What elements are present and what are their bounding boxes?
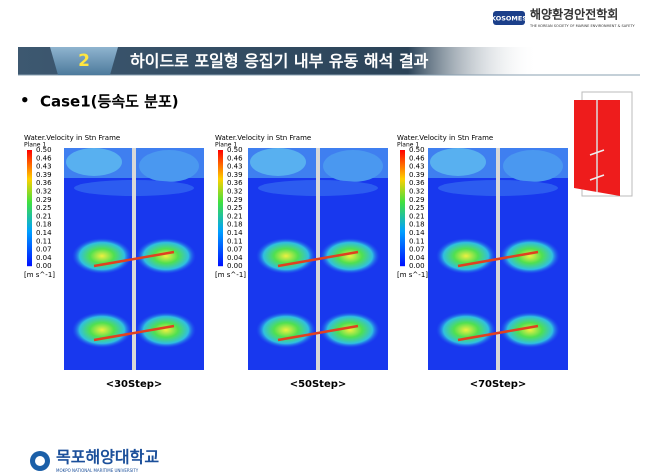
scale-label: 0.11 <box>227 237 243 245</box>
color-bar <box>27 150 32 267</box>
logo-box <box>493 11 525 25</box>
scale-label: 0.46 <box>227 154 243 162</box>
scale-label: 0.43 <box>36 163 52 171</box>
scale-label: 0.25 <box>36 204 52 212</box>
scale-label: 0.36 <box>227 179 243 187</box>
legend-plane: Plane 1 <box>24 142 46 149</box>
scale-label: 0.21 <box>36 212 52 220</box>
scale-label: 0.14 <box>36 229 52 237</box>
legend-plane: Plane 1 <box>397 142 419 149</box>
scale-label: 0.50 <box>409 146 425 154</box>
scale-label: 0.11 <box>36 237 52 245</box>
scale-label: 0.00 <box>36 262 52 270</box>
scale-label: 0.21 <box>409 212 425 220</box>
panel-caption: <70Step> <box>470 379 527 390</box>
scale-label: 0.43 <box>227 163 243 171</box>
scale-label: 0.25 <box>227 204 243 212</box>
velocity-contour <box>248 148 388 370</box>
scale-label: 0.07 <box>227 246 243 254</box>
scale-label: 0.46 <box>409 154 425 162</box>
scale-label: 0.43 <box>409 163 425 171</box>
scale-label: 0.32 <box>227 188 243 196</box>
scale-label: 0.07 <box>36 246 52 254</box>
legend-title: Water.Velocity in Stn Frame <box>397 134 493 142</box>
scale-label: 0.14 <box>409 229 425 237</box>
scale-unit: [m s^-1] <box>215 271 246 279</box>
legend-title: Water.Velocity in Stn Frame <box>24 134 120 142</box>
scale-label: 0.18 <box>227 221 243 229</box>
scale-label: 0.29 <box>36 196 52 204</box>
scale-label: 0.50 <box>227 146 243 154</box>
legend-title: Water.Velocity in Stn Frame <box>215 134 311 142</box>
scale-label: 0.36 <box>36 179 52 187</box>
velocity-contour <box>64 148 204 370</box>
scale-label: 0.11 <box>409 237 425 245</box>
section-tab <box>50 47 118 75</box>
university-name-en: MOKPO NATIONAL MARITIME UNIVERSITY <box>56 468 139 473</box>
scale-label: 0.32 <box>409 188 425 196</box>
scale-label: 0.50 <box>36 146 52 154</box>
scale-label: 0.18 <box>409 221 425 229</box>
scale-label: 0.14 <box>227 229 243 237</box>
scale-label: 0.04 <box>409 254 425 262</box>
scale-label: 0.39 <box>409 171 425 179</box>
panel-caption: <30Step> <box>106 379 163 390</box>
section-number: 2 <box>78 51 90 71</box>
logo-text: KOSOMES <box>491 15 527 23</box>
scale-label: 0.32 <box>36 188 52 196</box>
scale-unit: [m s^-1] <box>24 271 55 279</box>
bullet-text: Case1(등속도 분포) <box>40 93 179 111</box>
velocity-contour <box>428 148 568 370</box>
scale-label: 0.39 <box>227 171 243 179</box>
society-name-en: THE KOREAN SOCIETY OF MARINE ENVIRONMENT… <box>529 24 636 28</box>
scale-label: 0.29 <box>409 196 425 204</box>
scale-label: 0.39 <box>36 171 52 179</box>
scale-label: 0.07 <box>409 246 425 254</box>
bullet-mark: • <box>20 92 30 110</box>
scale-label: 0.29 <box>227 196 243 204</box>
scale-label: 0.25 <box>409 204 425 212</box>
legend-plane: Plane 1 <box>215 142 237 149</box>
scale-label: 0.36 <box>409 179 425 187</box>
scale-label: 0.00 <box>409 262 425 270</box>
scale-label: 0.18 <box>36 221 52 229</box>
scale-label: 0.04 <box>36 254 52 262</box>
color-bar <box>218 150 223 267</box>
university-name: 목포해양대학교 <box>56 448 159 467</box>
society-name: 해양환경안전학회 <box>530 7 618 22</box>
university-emblem-inner <box>35 456 45 466</box>
panel-caption: <50Step> <box>290 379 347 390</box>
domain-sketch <box>574 91 633 197</box>
scale-unit: [m s^-1] <box>397 271 428 279</box>
scale-label: 0.00 <box>227 262 243 270</box>
color-bar <box>400 150 405 267</box>
scale-label: 0.04 <box>227 254 243 262</box>
scale-label: 0.21 <box>227 212 243 220</box>
scale-label: 0.46 <box>36 154 52 162</box>
section-title: 하이드로 포일형 응집기 내부 유동 해석 결과 <box>130 52 429 71</box>
